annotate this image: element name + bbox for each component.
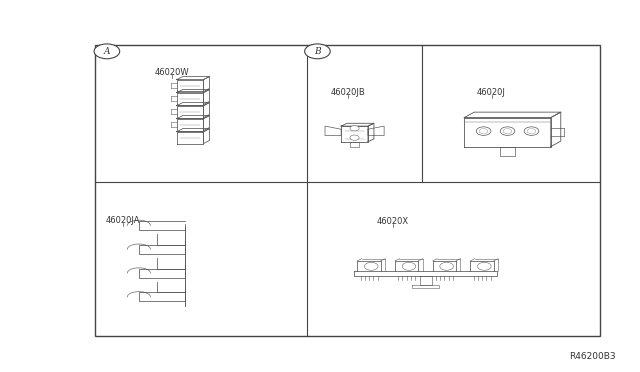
Circle shape [524,127,539,135]
Circle shape [440,262,454,270]
Circle shape [477,262,491,270]
Circle shape [402,262,416,270]
Text: 46020JA: 46020JA [106,216,140,225]
Bar [95,45,600,336]
Circle shape [350,126,359,131]
Text: A: A [104,47,110,56]
Text: 46020X: 46020X [377,217,409,226]
Circle shape [350,135,359,140]
Circle shape [305,44,330,59]
Text: 46020JB: 46020JB [330,88,365,97]
Circle shape [527,129,536,134]
Circle shape [503,129,512,134]
Circle shape [479,129,488,134]
Text: B: B [314,47,321,56]
Text: 46020W: 46020W [154,68,189,77]
Text: R46200B3: R46200B3 [569,352,616,361]
Text: 46020J: 46020J [477,88,506,97]
Circle shape [476,127,491,135]
Circle shape [94,44,120,59]
Circle shape [364,262,378,270]
Circle shape [500,127,515,135]
